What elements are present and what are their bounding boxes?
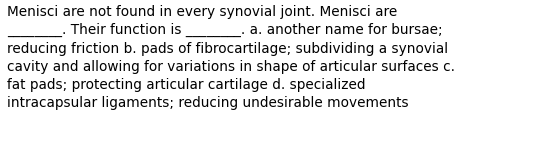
Text: Menisci are not found in every synovial joint. Menisci are
________. Their funct: Menisci are not found in every synovial …: [7, 5, 455, 110]
